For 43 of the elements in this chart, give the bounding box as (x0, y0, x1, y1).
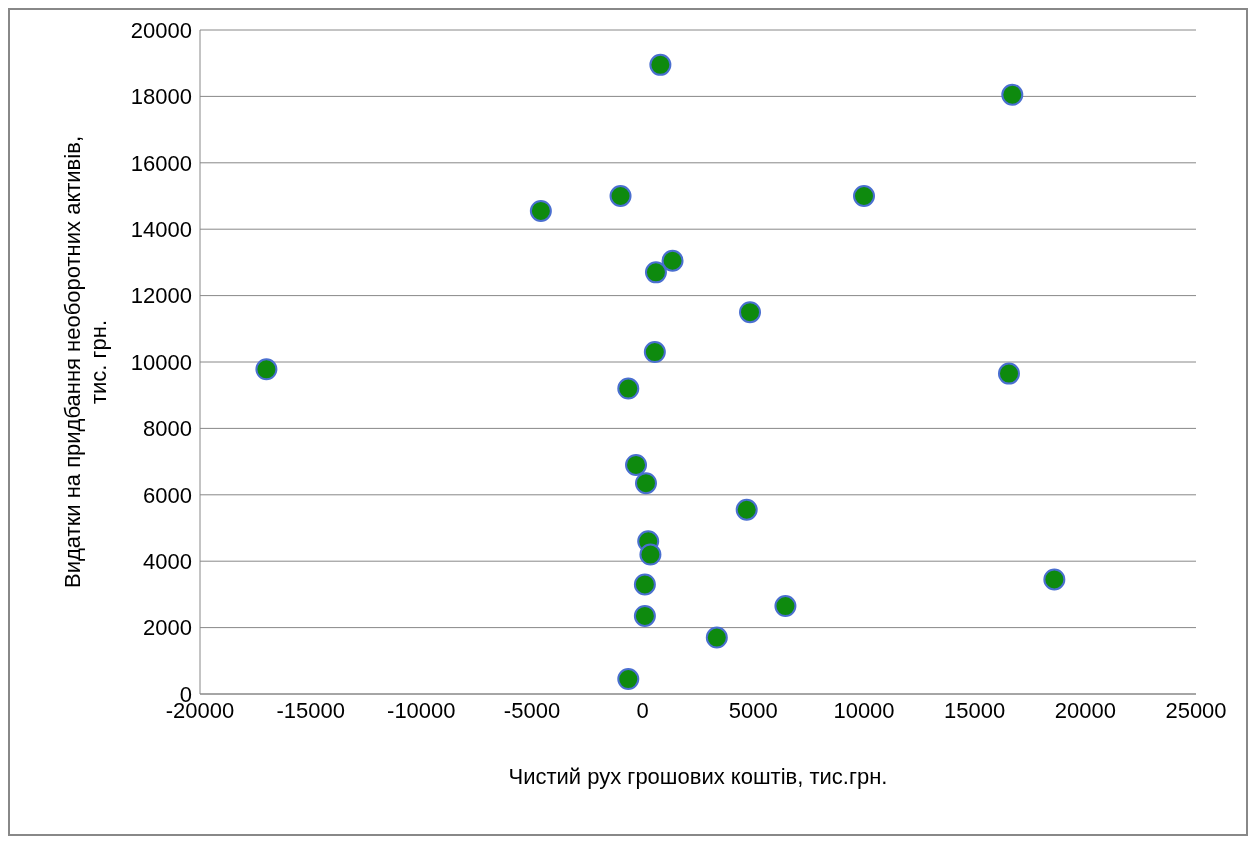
point (633, 573, 656, 596)
point (853, 185, 875, 207)
y-axis-title: Видатки на придбання необоротних активів, тис. грн. (60, 136, 111, 588)
point (661, 249, 684, 272)
point (649, 53, 672, 76)
x-tick-label: -5000 (503, 697, 561, 723)
point (634, 472, 657, 495)
point (617, 377, 640, 400)
point (997, 362, 1020, 385)
x-tick-label: 15000 (944, 697, 1006, 723)
y-tick-label: 18000 (130, 84, 192, 110)
y-tick-label: 2000 (143, 615, 192, 641)
y-tick-label: 16000 (130, 150, 192, 176)
point (529, 199, 552, 222)
x-tick-label: 10000 (833, 697, 895, 723)
y-tick-label: 6000 (143, 482, 192, 508)
x-tick-label: -10000 (387, 697, 456, 723)
point (739, 301, 762, 324)
x-tick-label: 20000 (1054, 697, 1116, 723)
point (1001, 83, 1024, 106)
point (633, 604, 656, 627)
x-tick-label: 25000 (1165, 697, 1227, 723)
point (1043, 568, 1066, 591)
point (625, 453, 648, 476)
point (774, 595, 797, 618)
x-tick-label: 5000 (728, 697, 778, 723)
x-axis-title: Чистий рух грошових коштів, тис.грн. (508, 764, 888, 789)
x-tick-label: -15000 (276, 697, 345, 723)
point (735, 498, 758, 521)
point (643, 341, 666, 364)
y-tick-label: 4000 (143, 549, 192, 575)
y-tick-label: 14000 (130, 217, 192, 243)
y-tick-label: 12000 (130, 283, 192, 309)
point (639, 543, 662, 566)
point (644, 261, 667, 284)
point (609, 185, 632, 207)
point (705, 626, 728, 649)
x-tick-label: 0 (636, 697, 649, 723)
point (255, 358, 278, 381)
y-tick-label: 20000 (130, 17, 192, 43)
point (617, 668, 640, 691)
y-tick-label: 10000 (130, 349, 192, 375)
y-tick-label: 8000 (143, 416, 192, 442)
